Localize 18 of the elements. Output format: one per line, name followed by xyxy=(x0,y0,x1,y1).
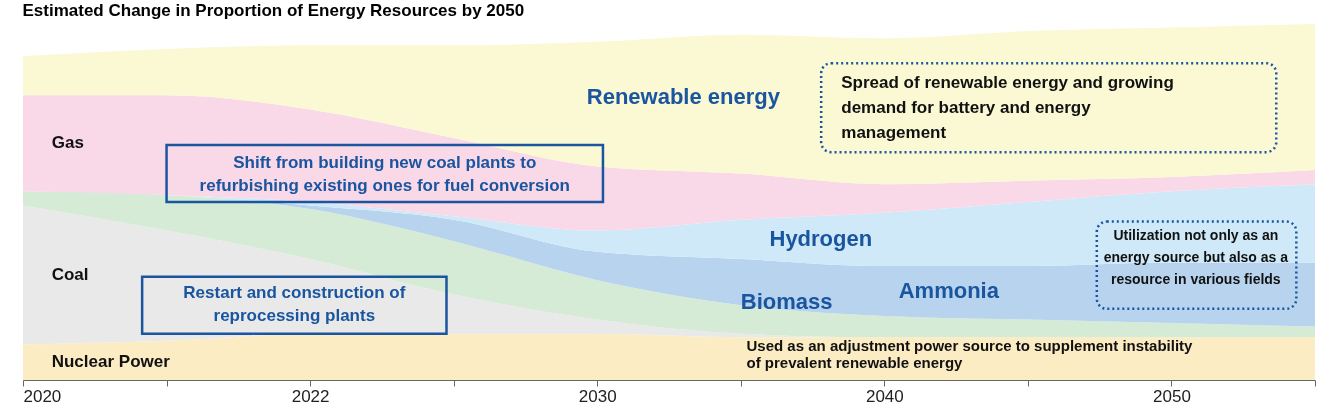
annotation: Spread of renewable energy and growing demand for battery and energy management xyxy=(841,72,1174,142)
series-label: Biomass xyxy=(740,288,833,314)
x-tick-label: 2050 xyxy=(1153,386,1191,406)
series-label: Gas xyxy=(51,133,84,153)
x-tick-label: 2020 xyxy=(23,386,62,406)
series-label: Nuclear Power xyxy=(51,352,171,372)
annotation: Utilization not only as an energy source but also as a resource in various fields xyxy=(1103,226,1289,287)
annotation: Restart and construction of reprocessing plants xyxy=(183,282,406,325)
series-label: Hydrogen xyxy=(769,226,873,252)
annotation: Shift from building new coal plants to refurbishing existing ones for fuel conversion xyxy=(199,152,570,195)
x-tick-label: 2040 xyxy=(865,386,904,406)
x-tick-label: 2030 xyxy=(578,386,617,406)
series-label: Coal xyxy=(51,264,89,284)
annotation: Used as an adjustment power source to supplement instability of prevalent renewable energy xyxy=(746,337,1194,372)
series-label: Ammonia xyxy=(898,278,1000,303)
x-tick-label: 2022 xyxy=(291,386,330,406)
chart-title: Estimated Change in Proportion of Energy Resources by 2050 xyxy=(22,1,525,20)
series-label: Renewable energy xyxy=(586,83,781,109)
